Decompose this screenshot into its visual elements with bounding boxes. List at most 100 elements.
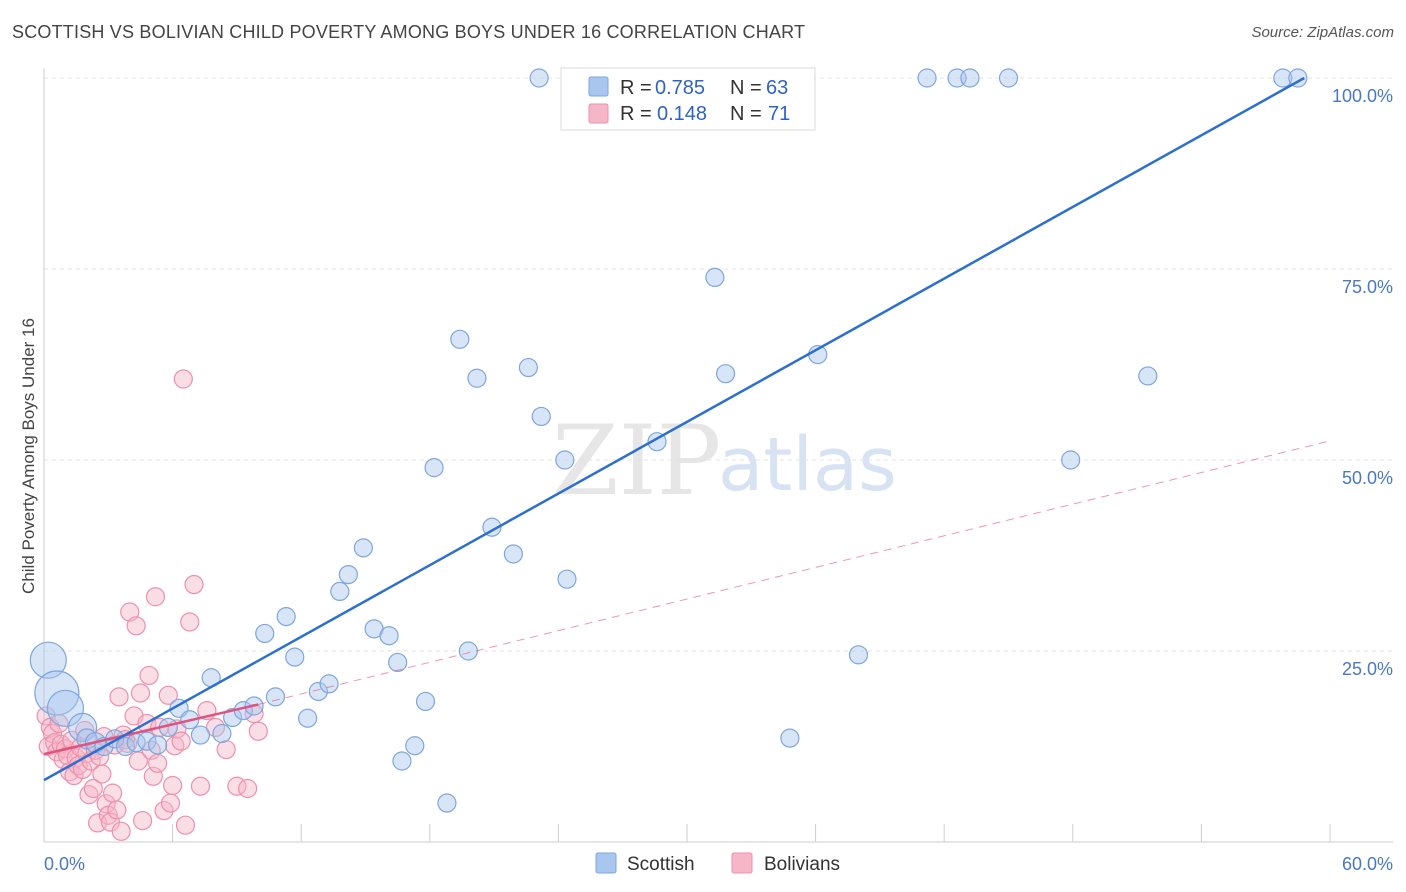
bolivian-point-50: [147, 753, 168, 773]
scottish-point-30: [353, 538, 373, 558]
legend-bolivians-r-value: 0.148: [657, 103, 707, 125]
bolivian-point-70: [248, 721, 268, 741]
scottish-point-51: [715, 364, 736, 384]
bolivian-point-41: [126, 616, 146, 636]
scottish-point-23: [276, 607, 296, 627]
scottish-point-55: [917, 68, 937, 88]
scottish-point-15: [190, 725, 211, 745]
scottish-point-2: [46, 689, 85, 727]
bolivian-point-46: [139, 665, 159, 686]
scottish-point-26: [308, 681, 328, 702]
scottish-point-36: [415, 691, 436, 712]
bolivian-point-52: [154, 801, 174, 821]
scottish-point-44: [518, 357, 538, 378]
scottish-point-43: [503, 544, 523, 564]
bolivian-trend-line: [43, 703, 259, 756]
scottish-point-57: [960, 68, 980, 88]
scottish-point-40: [458, 641, 478, 661]
scottish-point-48: [557, 569, 577, 589]
bolivian-point-28: [96, 794, 116, 814]
bolivian-point-34: [109, 687, 129, 707]
bolivian-point-68: [238, 778, 258, 799]
bottom-legend-scottish: Scottish: [627, 854, 695, 875]
scottish-point-62: [1288, 68, 1308, 88]
gridlines: [44, 77, 1393, 652]
y-tick-label-1: 50.0%: [1342, 468, 1393, 488]
correlation-legend: R = 0.785 N = 63 R = 0.148 N = 71: [560, 67, 816, 131]
scottish-point-58: [998, 68, 1019, 88]
scottish-points: [29, 68, 1308, 813]
y-axis-label: Child Poverty Among Boys Under 16: [19, 318, 38, 594]
y-tick-labels: 25.0% 50.0% 75.0% 100.0%: [1332, 86, 1393, 679]
bolivian-point-59: [173, 369, 193, 389]
axes: [43, 68, 1393, 843]
bolivian-point-35: [111, 821, 131, 841]
scottish-point-60: [1138, 366, 1158, 386]
scottish-point-11: [147, 735, 168, 755]
bolivian-point-66: [216, 739, 236, 760]
y-tick-label-0: 25.0%: [1342, 659, 1393, 679]
legend-scottish-n-label: N =: [730, 77, 762, 99]
scottish-point-18: [223, 707, 243, 728]
scottish-point-22: [265, 687, 286, 707]
scottish-point-39: [450, 329, 470, 349]
scottish-point-17: [212, 723, 232, 744]
scottish-point-34: [392, 751, 412, 771]
watermark-atlas: atlas: [718, 422, 897, 508]
scottish-point-45: [529, 68, 549, 88]
chart-title: SCOTTISH VS BOLIVIAN CHILD POVERTY AMONG…: [12, 22, 806, 42]
scottish-point-29: [338, 564, 358, 585]
bolivian-point-31: [102, 783, 123, 803]
scottish-point-52: [780, 728, 800, 748]
bolivian-point-55: [163, 775, 183, 796]
x-tick-label-max: 60.0%: [1342, 854, 1393, 874]
legend-bolivians-r-label: R =: [620, 103, 652, 125]
scottish-point-32: [379, 626, 399, 646]
bolivian-point-49: [145, 587, 166, 607]
scottish-point-24: [285, 647, 305, 667]
scottish-point-50: [705, 267, 725, 288]
legend-bolivians-n-label: N =: [730, 103, 762, 125]
x-tick-label-min: 0.0%: [44, 854, 85, 874]
bolivian-point-44: [132, 811, 153, 831]
scottish-point-27: [319, 674, 339, 694]
scottish-point-61: [1273, 68, 1293, 88]
scottish-point-10: [137, 731, 157, 751]
bolivian-point-61: [180, 612, 200, 632]
scottish-point-25: [298, 708, 318, 728]
bottom-legend-swatch-bolivians: [731, 852, 753, 874]
watermark-zip: ZIP: [552, 405, 721, 517]
bolivian-point-26: [92, 764, 112, 784]
bolivian-point-60: [175, 815, 196, 835]
legend-scottish-r-label: R =: [620, 77, 652, 99]
bolivian-point-22: [83, 778, 103, 799]
y-tick-label-2: 75.0%: [1342, 277, 1393, 297]
bolivian-point-58: [171, 731, 191, 751]
legend-scottish-n-value: 63: [766, 77, 788, 99]
bolivian-point-53: [158, 685, 178, 705]
series-legend: Scottish Bolivians: [595, 852, 840, 875]
trend-lines: [43, 76, 1331, 782]
bottom-legend-swatch-scottish: [595, 852, 617, 874]
scottish-point-37: [424, 458, 444, 478]
bolivian-point-63: [190, 776, 211, 796]
scottish-point-8: [115, 736, 136, 757]
scottish-point-28: [330, 581, 350, 602]
scottish-point-59: [1061, 450, 1081, 470]
scottish-point-38: [437, 793, 457, 813]
bolivian-points: [36, 369, 268, 841]
bolivian-point-54: [160, 793, 181, 813]
scottish-point-35: [405, 736, 425, 756]
scottish-point-0: [29, 641, 67, 679]
legend-swatch-bolivians: [588, 103, 609, 124]
scottish-point-41: [467, 368, 487, 388]
scottish-trend-line: [43, 76, 1305, 782]
scottish-point-33: [388, 652, 408, 673]
scottish-point-46: [531, 406, 551, 427]
scottish-point-54: [848, 645, 869, 665]
y-tick-label-3: 100.0%: [1332, 86, 1393, 106]
bolivian-point-33: [107, 800, 127, 820]
legend-scottish-r-value: 0.785: [655, 77, 705, 99]
bolivian-point-62: [184, 574, 204, 595]
